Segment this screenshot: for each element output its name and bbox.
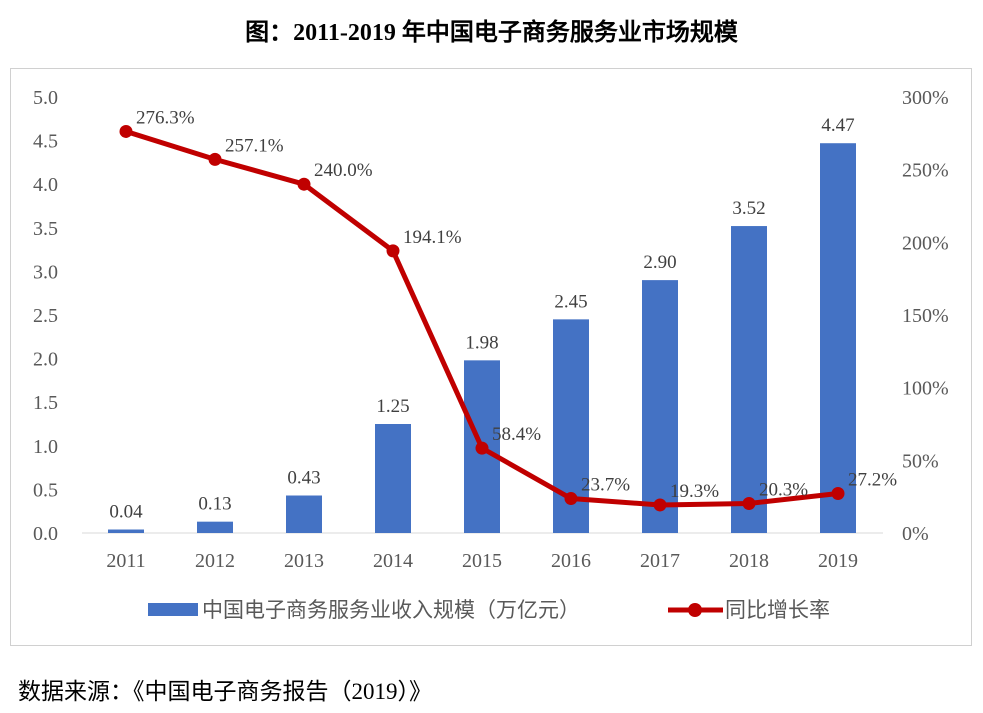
- x-tick-label: 2019: [818, 550, 858, 572]
- line-point: [653, 498, 667, 512]
- legend-swatch-bar: [148, 603, 198, 616]
- bar: [375, 424, 411, 533]
- y-right-tick-label: 150%: [902, 305, 949, 327]
- bar-data-label: 3.52: [732, 198, 765, 219]
- chart-frame: [10, 68, 972, 646]
- x-tick-label: 2015: [462, 550, 502, 572]
- line-point: [208, 152, 222, 166]
- line-data-label: 276.3%: [136, 107, 195, 128]
- legend-swatch-marker: [688, 603, 702, 617]
- x-tick-label: 2017: [640, 550, 680, 572]
- bar-data-label: 1.98: [465, 332, 498, 353]
- y-left-tick-label: 1.0: [33, 436, 58, 458]
- line-point: [475, 441, 489, 455]
- bar-data-label: 2.90: [643, 252, 676, 273]
- line-point: [831, 486, 845, 500]
- line-data-label: 23.7%: [581, 475, 630, 496]
- line-data-label: 194.1%: [403, 227, 462, 248]
- y-left-tick-label: 2.5: [33, 305, 58, 327]
- y-left-tick-label: 4.0: [33, 174, 58, 196]
- x-tick-label: 2018: [729, 550, 769, 572]
- bar-data-label: 0.04: [109, 502, 143, 523]
- chart: 0.0 0.5 1.0 1.5 2.0 2.5 3.0 3.5 4.0 4.5 5.0 0% 50% 10…: [33, 87, 949, 622]
- line-point: [564, 492, 578, 506]
- y-right-tick-label: 200%: [902, 232, 949, 254]
- x-tick-label: 2016: [551, 550, 591, 572]
- line-data-label: 20.3%: [759, 479, 808, 500]
- bar-data-label: 1.25: [376, 396, 409, 417]
- y-left-tick-label: 5.0: [33, 87, 58, 109]
- bar: [108, 529, 144, 533]
- y-right-tick-label: 50%: [902, 450, 939, 472]
- legend-label-line: 同比增长率: [725, 598, 830, 622]
- line-data-label: 27.2%: [848, 469, 897, 490]
- chart-title: 图：2011-2019 年中国电子商务服务业市场规模: [245, 20, 738, 46]
- y-left-tick-label: 1.5: [33, 392, 58, 414]
- bar-data-label: 4.47: [821, 115, 854, 136]
- x-tick-label: 2014: [373, 550, 413, 572]
- bar: [820, 143, 856, 533]
- line-point: [386, 244, 400, 258]
- data-source: 数据来源：《中国电子商务报告（2019）》: [18, 679, 432, 704]
- y-left-tick-label: 4.5: [33, 131, 58, 153]
- y-right-tick-label: 250%: [902, 160, 949, 182]
- y-left-tick-label: 2.0: [33, 349, 58, 371]
- y-right-tick-label: 0%: [902, 523, 929, 545]
- x-tick-label: 2011: [106, 550, 145, 572]
- bar-data-label: 2.45: [554, 291, 587, 312]
- y-left-tick-label: 0.5: [33, 479, 58, 501]
- line-data-label: 240.0%: [314, 160, 373, 181]
- y-left-tick-label: 3.5: [33, 218, 58, 240]
- bar-data-label: 0.43: [287, 468, 320, 489]
- x-tick-label: 2013: [284, 550, 324, 572]
- y-right-tick-label: 100%: [902, 378, 949, 400]
- y-right-tick-label: 300%: [902, 87, 949, 109]
- line-point: [119, 124, 133, 138]
- x-tick-label: 2012: [195, 550, 235, 572]
- legend-label-bar: 中国电子商务服务业收入规模（万亿元）: [202, 598, 580, 622]
- bar: [286, 495, 322, 533]
- line-data-label: 58.4%: [492, 424, 541, 445]
- y-left-tick-label: 0.0: [33, 523, 58, 545]
- line-point: [742, 496, 756, 510]
- bar: [642, 280, 678, 533]
- y-left-tick-label: 3.0: [33, 261, 58, 283]
- line-data-label: 257.1%: [225, 135, 284, 156]
- line-point: [297, 177, 311, 191]
- line-data-label: 19.3%: [670, 481, 719, 502]
- bar: [731, 226, 767, 533]
- bar-data-label: 0.13: [198, 494, 231, 515]
- bar: [197, 521, 233, 533]
